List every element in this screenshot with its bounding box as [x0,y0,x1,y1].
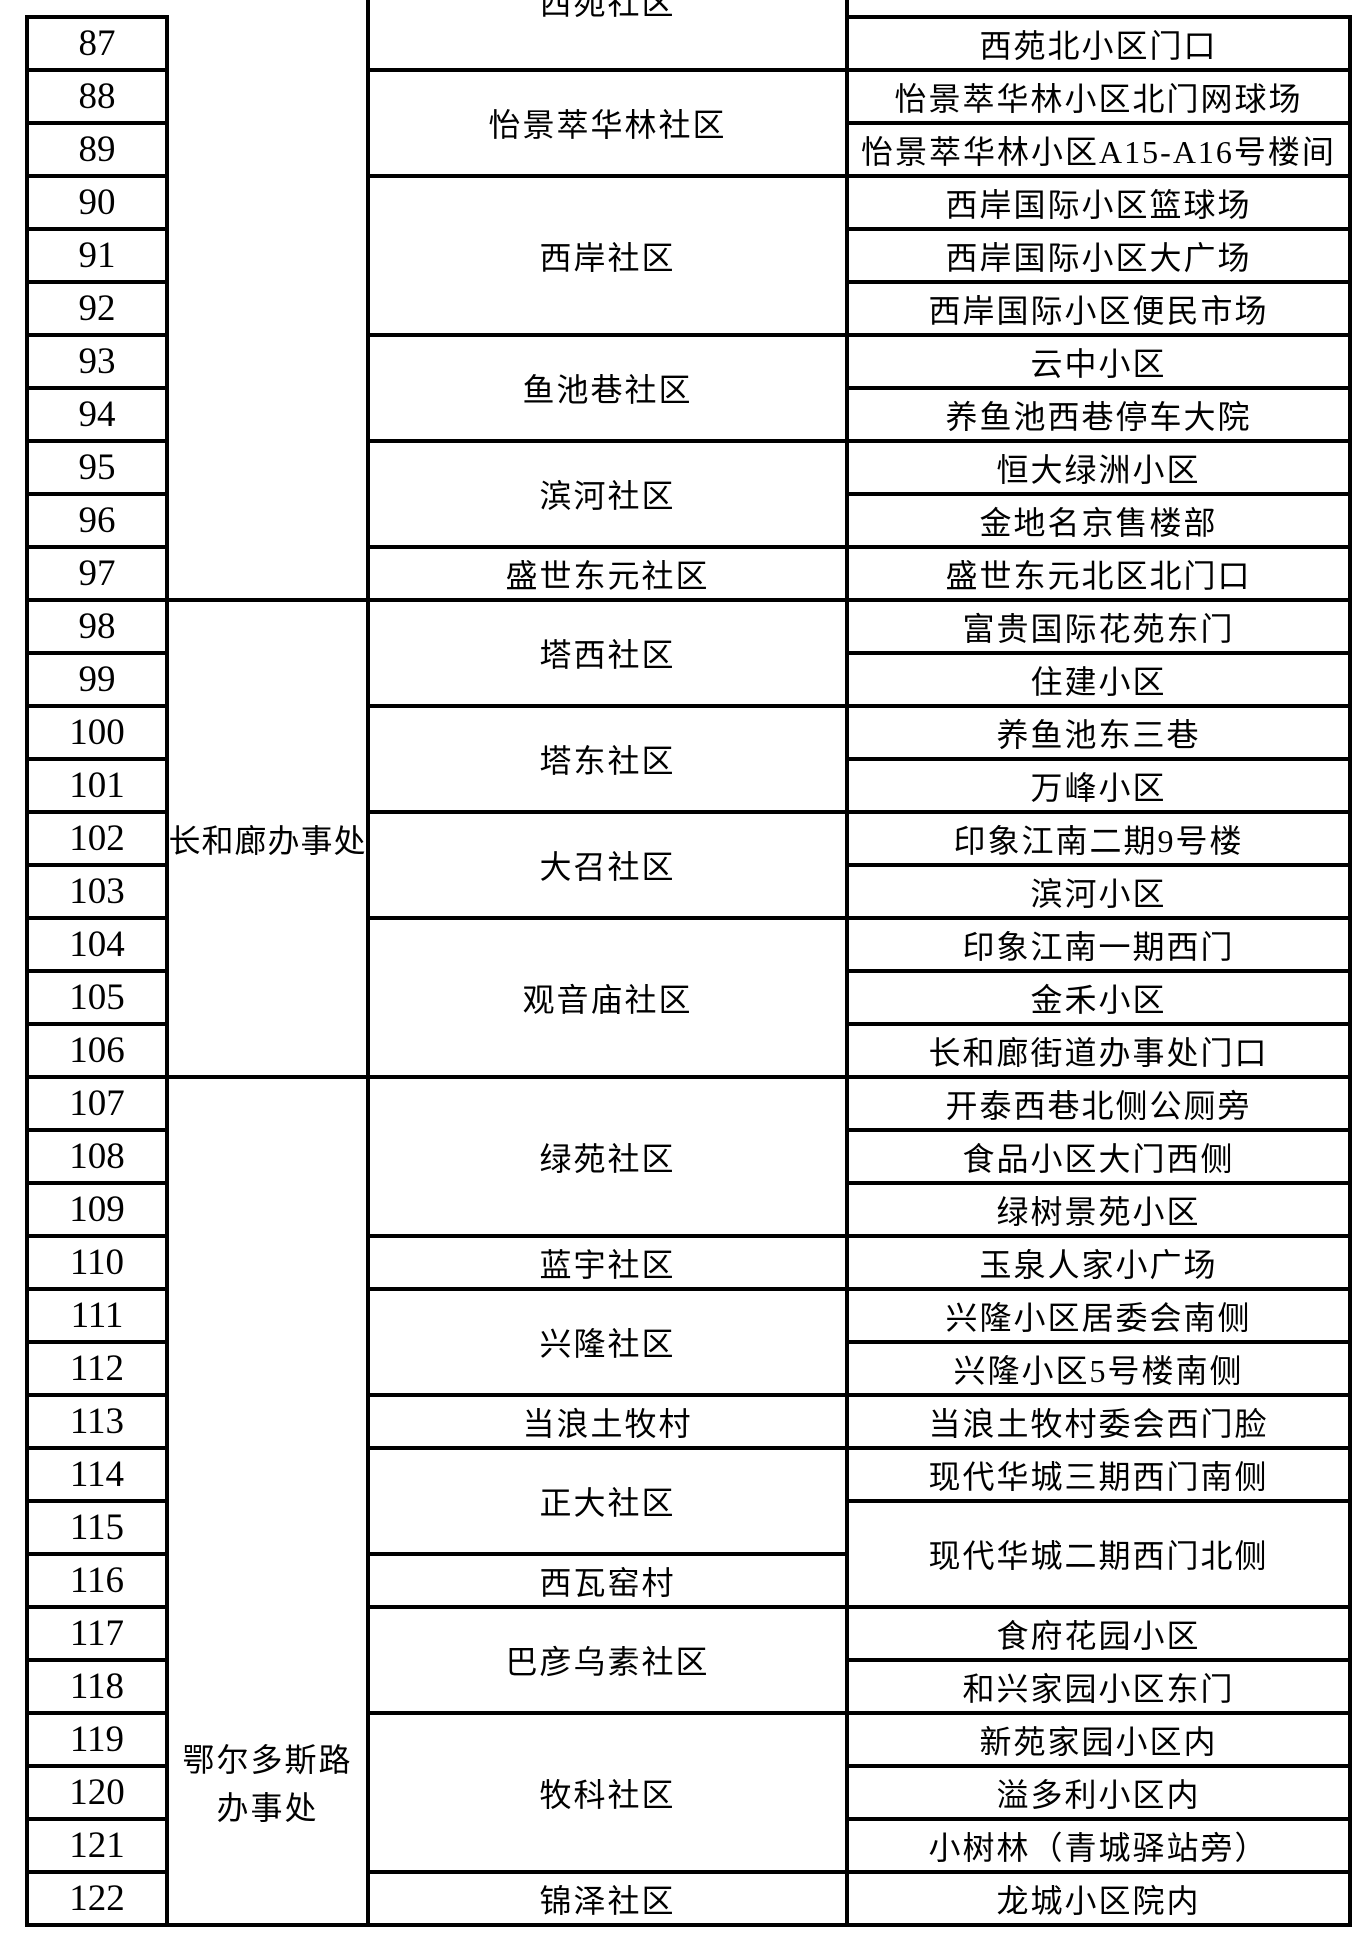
office-name-line2: 办事处 [216,1789,319,1826]
row-number-cell: 111 [25,1287,169,1344]
location-cell: 万峰小区 [845,757,1352,814]
row-number-cell: 87 [25,15,169,72]
row-number-cell: 95 [25,439,169,496]
row-number-cell: 89 [25,121,169,178]
location-cell: 住建小区 [845,651,1352,708]
community-cell: 塔西社区 [366,598,849,708]
location-cell: 食府花园小区 [845,1605,1352,1662]
location-cell: 长和廊街道办事处门口 [845,1022,1352,1079]
row-number-cell: 103 [25,863,169,920]
row-number-cell: 93 [25,333,169,390]
location-cell: 兴隆小区居委会南侧 [845,1287,1352,1344]
community-cell: 盛世东元社区 [366,545,849,602]
row-number-cell: 101 [25,757,169,814]
community-cell: 观音庙社区 [366,916,849,1079]
row-number-cell: 94 [25,386,169,443]
location-cell: 小树林（青城驿站旁） [845,1817,1352,1874]
location-cell: 云中小区 [845,333,1352,390]
location-cell: 怡景萃华林小区北门网球场 [845,68,1352,125]
row-number-cell: 117 [25,1605,169,1662]
community-cell: 西瓦窑村 [366,1552,849,1609]
community-cell: 正大社区 [366,1446,849,1556]
row-number-cell: 122 [25,1870,169,1927]
location-cell: 龙城小区院内 [845,1870,1352,1927]
row-number-cell: 116 [25,1552,169,1609]
row-number-cell: 97 [25,545,169,602]
community-cell: 牧科社区 [366,1711,849,1874]
row-number-cell: 119 [25,1711,169,1768]
location-cell: 开泰西巷北侧公厕旁 [845,1075,1352,1132]
row-number-cell: 105 [25,969,169,1026]
row-number-cell: 100 [25,704,169,761]
location-cell: 新苑家园小区内 [845,1711,1352,1768]
location-cell: 绿树景苑小区 [845,1181,1352,1238]
row-number-cell: 113 [25,1393,169,1450]
row-number-cell: 106 [25,1022,169,1079]
location-cell: 溢多利小区内 [845,1764,1352,1821]
row-number-cell: 109 [25,1181,169,1238]
location-cell: 盛世东元北区北门口 [845,545,1352,602]
location-cell: 兴隆小区5号楼南侧 [845,1340,1352,1397]
row-number-cell: 115 [25,1499,169,1556]
row-number-cell: 91 [25,227,169,284]
location-cell: 滨河小区 [845,863,1352,920]
office-cell: 长和廊办事处 [165,598,370,1079]
community-cell: 锦泽社区 [366,1870,849,1927]
location-cell: 现代华城三期西门南侧 [845,1446,1352,1503]
community-cell: 当浪土牧村 [366,1393,849,1450]
row-number-cell: 114 [25,1446,169,1503]
row-number-cell: 98 [25,598,169,655]
community-cell: 巴彦乌素社区 [366,1605,849,1715]
row-number-cell: 92 [25,280,169,337]
row-number-cell: 99 [25,651,169,708]
location-cell: 食品小区大门西侧 [845,1128,1352,1185]
community-cell: 西岸社区 [366,174,849,337]
location-cell: 金地名京售楼部 [845,492,1352,549]
location-cell: 金禾小区 [845,969,1352,1026]
row-number-cell: 112 [25,1340,169,1397]
row-number-cell: 121 [25,1817,169,1874]
location-cell: 和兴家园小区东门 [845,1658,1352,1715]
location-cell: 玉泉人家小广场 [845,1234,1352,1291]
community-name-clipped: 西苑社区 [539,0,676,21]
row-number-cell: 108 [25,1128,169,1185]
community-cell: 绿苑社区 [366,1075,849,1238]
row-number-cell: 88 [25,68,169,125]
location-cell: 西岸国际小区篮球场 [845,174,1352,231]
location-cell: 养鱼池西巷停车大院 [845,386,1352,443]
office-name-line1: 鄂尔多斯路 [182,1741,353,1778]
row-number-cell: 118 [25,1658,169,1715]
community-cell: 西苑社区 [366,0,849,72]
community-cell: 塔东社区 [366,704,849,814]
community-cell: 大召社区 [366,810,849,920]
location-cell: 怡景萃华林小区A15-A16号楼间 [845,121,1352,178]
location-cell: 印象江南一期西门 [845,916,1352,973]
location-cell: 印象江南二期9号楼 [845,810,1352,867]
row-number-cell: 120 [25,1764,169,1821]
community-cell: 蓝宇社区 [366,1234,849,1291]
office-name: 鄂尔多斯路 办事处 [182,1736,352,1832]
row-number-cell: 110 [25,1234,169,1291]
office-name: 长和廊办事处 [168,822,367,859]
location-cell: 恒大绿洲小区 [845,439,1352,496]
office-cell: 鄂尔多斯路 办事处 [165,1075,370,1927]
row-number-cell: 96 [25,492,169,549]
row-number-cell: 104 [25,916,169,973]
community-cell: 兴隆社区 [366,1287,849,1397]
location-cell: 养鱼池东三巷 [845,704,1352,761]
community-cell: 鱼池巷社区 [366,333,849,443]
location-cell: 富贵国际花苑东门 [845,598,1352,655]
location-cell: 西苑北小区门口 [845,15,1352,72]
community-cell: 滨河社区 [366,439,849,549]
community-cell: 怡景萃华林社区 [366,68,849,178]
row-number-cell: 102 [25,810,169,867]
location-cell: 当浪土牧村委会西门脸 [845,1393,1352,1450]
office-cell [165,15,370,602]
merged-location-cell: 现代华城二期西门北侧 [845,1499,1352,1609]
location-cell: 西岸国际小区大广场 [845,227,1352,284]
row-number-cell: 107 [25,1075,169,1132]
location-cell: 西岸国际小区便民市场 [845,280,1352,337]
row-number-cell: 90 [25,174,169,231]
